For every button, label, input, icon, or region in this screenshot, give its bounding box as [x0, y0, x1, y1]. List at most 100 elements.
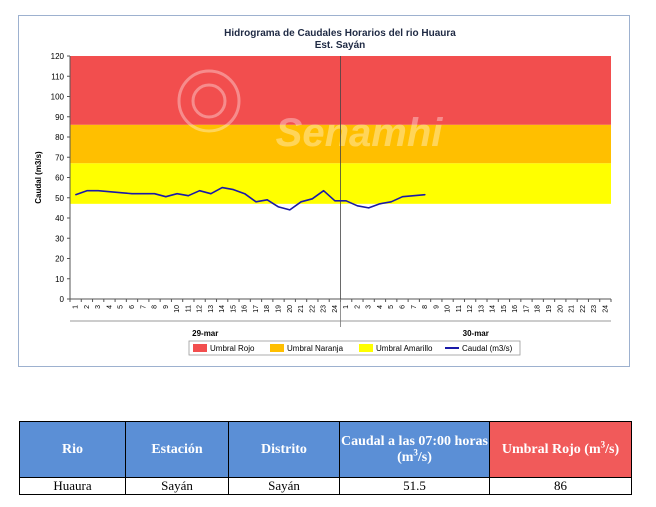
y-tick-label: 10: [55, 275, 64, 284]
y-tick-label: 40: [55, 214, 64, 223]
data-point: [232, 189, 235, 191]
header-caudal: Caudal a las 07:00 horas (m3/s): [339, 421, 490, 478]
data-point: [210, 193, 212, 195]
y-tick-label: 80: [55, 133, 64, 142]
data-point: [368, 207, 370, 209]
legend-label: Caudal (m3/s): [462, 344, 513, 353]
x-tick-label: 21: [298, 305, 305, 313]
series-line-0: [75, 186, 426, 211]
header-umbral-rojo: Umbral Rojo (m3/s): [489, 421, 632, 478]
x-tick-label: 11: [456, 305, 463, 312]
day-label: 30-mar: [463, 329, 489, 338]
x-tick-label: 14: [219, 305, 226, 313]
x-tick-label: 8: [152, 305, 159, 309]
chart-title: Hidrograma de Caudales Horarios del rio …: [224, 28, 456, 39]
data-point: [142, 193, 144, 195]
x-tick-label: 5: [388, 305, 395, 309]
x-tick-label: 9: [163, 305, 170, 309]
x-tick-label: 22: [309, 305, 316, 313]
y-tick-label: 0: [60, 295, 65, 304]
x-tick-label: 20: [557, 305, 564, 313]
data-point: [390, 201, 392, 203]
x-tick-label: 4: [106, 305, 113, 309]
legend-label: Umbral Naranja: [287, 344, 344, 353]
data-point: [108, 191, 111, 193]
x-tick-label: 1: [73, 305, 80, 309]
y-tick-label: 30: [55, 234, 64, 243]
data-point: [86, 190, 88, 192]
data-point: [401, 196, 404, 198]
x-tick-label: 18: [264, 305, 271, 313]
data-point: [266, 199, 268, 201]
data-point: [255, 201, 257, 203]
x-tick-label: 19: [546, 305, 553, 313]
x-tick-label: 6: [129, 305, 136, 309]
chart-legend: Umbral Rojo Umbral Naranja Umbral Amarillo…: [188, 340, 521, 356]
x-tick-label: 8: [422, 305, 429, 309]
x-tick-label: 15: [501, 305, 508, 313]
x-tick-label: 1: [343, 305, 350, 309]
x-tick-label: 7: [140, 305, 147, 309]
data-point: [187, 195, 189, 197]
x-tick-label: 16: [512, 305, 519, 313]
x-tick-label: 2: [84, 305, 91, 309]
cell-umbral-rojo: 86: [489, 477, 632, 495]
header-umbral-text: Umbral Rojo (m3/s): [501, 438, 620, 457]
data-point: [300, 201, 302, 203]
data-point: [311, 198, 313, 200]
cell-estacion: Sayán: [125, 477, 229, 495]
watermark-sun-core-icon: [191, 83, 227, 119]
x-tick-label: 19: [276, 305, 283, 313]
data-point: [356, 205, 359, 207]
y-tick-label: 110: [51, 72, 64, 81]
y-tick-label: 120: [51, 52, 65, 61]
x-tick-label: 24: [602, 305, 609, 313]
table-header-row: Rio Estación Distrito Caudal a las 07:00…: [19, 421, 632, 478]
legend-swatch: [193, 344, 207, 352]
x-tick-label: 18: [535, 305, 542, 313]
y-tick-label: 90: [55, 113, 64, 122]
x-tick-label: 10: [174, 305, 181, 313]
y-tick-label: 20: [55, 255, 64, 264]
hydrograph-chart: Hidrograma de Caudales Horarios del rio …: [34, 28, 612, 356]
data-point: [97, 190, 99, 192]
data-point: [165, 196, 167, 198]
x-tick-label: 13: [478, 305, 485, 313]
data-point: [120, 192, 122, 194]
header-estacion: Estación: [125, 421, 229, 478]
watermark-sun-icon: [177, 69, 241, 133]
data-point: [153, 193, 156, 195]
x-tick-label: 24: [332, 305, 339, 313]
data-point: [199, 190, 201, 192]
chart-subtitle: Est. Sayán: [315, 40, 366, 51]
y-tick-label: 60: [55, 174, 64, 183]
x-tick-label: 12: [197, 305, 204, 313]
x-tick-label: 11: [185, 305, 192, 312]
x-tick-label: 22: [580, 305, 587, 313]
legend-label: Umbral Amarillo: [376, 344, 433, 353]
x-tick-label: 5: [118, 305, 125, 309]
x-tick-label: 2: [354, 305, 361, 309]
x-tick-label: 3: [95, 305, 102, 309]
data-point: [413, 195, 415, 197]
cell-distrito: Sayán: [228, 477, 340, 495]
x-tick-label: 23: [321, 305, 328, 313]
header-caudal-text: Caudal a las 07:00 horas (m3/s): [340, 433, 489, 465]
data-point: [334, 200, 336, 202]
y-tick-label: 70: [55, 153, 64, 162]
y-axis-label: Caudal (m3/s): [34, 151, 43, 204]
legend-swatch: [270, 344, 284, 352]
x-tick-label: 17: [523, 305, 530, 313]
station-table: Rio Estación Distrito Caudal a las 07:00…: [19, 421, 632, 495]
header-distrito: Distrito: [228, 421, 340, 478]
x-tick-label: 14: [490, 305, 497, 313]
cell-caudal: 51.5: [339, 477, 490, 495]
x-tick-label: 23: [591, 305, 598, 313]
data-point: [424, 194, 426, 196]
data-point: [131, 193, 133, 195]
data-point: [75, 194, 77, 196]
chart-frame: Hidrograma de Caudales Horarios del rio …: [18, 15, 630, 367]
header-rio: Rio: [19, 421, 126, 478]
x-tick-label: 15: [230, 305, 237, 313]
data-point: [289, 209, 291, 211]
